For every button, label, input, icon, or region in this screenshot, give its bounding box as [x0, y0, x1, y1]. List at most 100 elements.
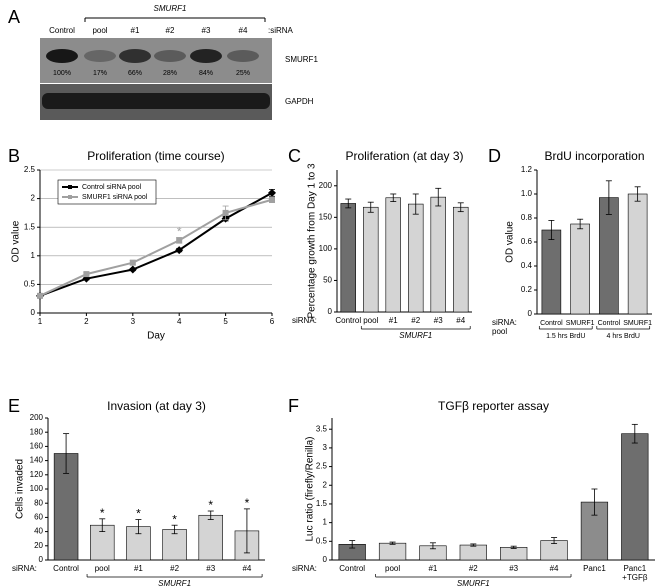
x-tick-label: #2 — [170, 564, 179, 573]
y-tick-label: 180 — [30, 427, 44, 436]
group-label: SMURF1 — [154, 4, 187, 13]
y-tick-label: 1 — [323, 518, 328, 527]
band — [84, 50, 116, 62]
percent-label: 100% — [53, 70, 71, 77]
x-tick-label: 6 — [270, 317, 275, 326]
lane-label: pool — [92, 26, 107, 35]
axis-prefix: siRNA: — [12, 564, 37, 573]
y-tick-label: 0 — [528, 309, 533, 318]
y-tick-label: 20 — [34, 541, 43, 550]
bar — [385, 197, 401, 313]
bar — [453, 206, 469, 313]
x-tick-label: #3 — [509, 564, 518, 573]
y-tick-label: 0.5 — [316, 536, 328, 545]
panel-letter: E — [8, 396, 20, 416]
chart-title: TGFβ reporter assay — [438, 399, 549, 413]
y-tick-label: 0 — [39, 555, 44, 564]
lane-label: Control — [49, 26, 75, 35]
panel-letter: B — [8, 146, 20, 166]
group-label: SMURF1 — [158, 579, 191, 586]
x-tick-label: 1 — [38, 317, 43, 326]
y-axis-label: OD value — [11, 220, 22, 262]
x-tick-label: Control — [598, 320, 621, 327]
y-tick-label: 0 — [31, 308, 36, 317]
y-tick-label: 200 — [319, 181, 333, 190]
y-tick-label: 2.5 — [316, 462, 328, 471]
y-tick-label: 100 — [30, 484, 44, 493]
significance-mark: * — [245, 496, 250, 510]
bar — [570, 223, 590, 315]
x-tick-label: Control — [339, 564, 365, 573]
y-tick-label: 0.5 — [24, 280, 36, 289]
x-tick-label: #1 — [134, 564, 143, 573]
y-axis-label: Luc ratio (firefly/Renilla) — [305, 436, 316, 541]
y-tick-label: 1 — [31, 251, 36, 260]
x-tick-label: pool — [95, 564, 110, 573]
y-tick-label: 120 — [30, 470, 44, 479]
y-tick-label: 40 — [34, 527, 43, 536]
y-tick-label: 140 — [30, 456, 44, 465]
y-tick-label: 1.5 — [24, 222, 36, 231]
x-tick-label: #2 — [469, 564, 478, 573]
bar — [541, 229, 562, 315]
x-tick-label: #4 — [242, 564, 251, 573]
x-tick-label: 2 — [84, 317, 89, 326]
y-tick-label: 160 — [30, 442, 44, 451]
marker — [37, 292, 43, 299]
y-tick-label: 0.4 — [521, 261, 533, 270]
bar — [500, 546, 528, 561]
blot-panel: A SMURF1 Control pool #1 #2 #3 #4 :siRNA… — [8, 4, 318, 120]
bar — [621, 433, 649, 561]
x-tick-label: Control — [53, 564, 79, 573]
y-tick-label: 3.5 — [316, 424, 328, 433]
y-tick-label: 100 — [319, 244, 333, 253]
y-tick-label: 50 — [323, 276, 332, 285]
band — [119, 49, 151, 63]
marker — [222, 209, 229, 216]
x-tick-label: pool — [385, 564, 400, 573]
y-tick-label: 0.6 — [521, 237, 533, 246]
group-label: SMURF1 — [457, 579, 490, 586]
y-tick-label: 60 — [34, 513, 43, 522]
bar — [430, 196, 446, 313]
chart-title: Invasion (at day 3) — [107, 399, 206, 413]
y-tick-label: 3 — [323, 443, 328, 452]
bar — [627, 193, 648, 315]
x-tick-label: #1 — [428, 564, 437, 573]
x-tick-label: 3 — [131, 317, 136, 326]
y-tick-label: 1.2 — [521, 165, 533, 174]
y-axis-label: Cells invaded — [15, 459, 26, 519]
x-tick-label: 4 — [177, 317, 182, 326]
marker — [128, 265, 137, 274]
significance-mark: * — [136, 507, 141, 521]
line — [39, 198, 273, 297]
y-axis-label: Percentage growth from Day 1 to 3 — [307, 163, 318, 319]
marker — [268, 188, 276, 197]
panel-letter: C — [288, 146, 301, 166]
legend-swatch — [68, 195, 72, 199]
lane-label: #1 — [131, 26, 140, 35]
x-tick-label: SMURF1 — [566, 320, 595, 327]
panel-letter: D — [488, 146, 501, 166]
x-tick-label: Panc1 — [583, 564, 606, 573]
percent-label: 28% — [163, 70, 177, 77]
y-tick-label: 2 — [31, 194, 36, 203]
x-tick-label: 5 — [223, 317, 228, 326]
group-label: SMURF1 — [399, 331, 432, 340]
y-tick-label: 1.5 — [316, 499, 328, 508]
chart-title: Proliferation (time course) — [87, 149, 224, 163]
legend-label: SMURF1 siRNA pool — [82, 194, 148, 201]
band — [154, 50, 186, 62]
x-tick-label: #3 — [434, 316, 443, 325]
bar — [408, 203, 424, 313]
panel-letter: A — [8, 7, 20, 27]
significance-mark: * — [177, 225, 182, 239]
marker — [269, 196, 275, 203]
y-tick-label: 80 — [34, 498, 43, 507]
line — [39, 192, 273, 297]
group-label: 4 hrs BrdU — [607, 333, 640, 340]
bar — [378, 542, 407, 561]
x-tick-label: Panc1 +TGFβ — [622, 564, 648, 582]
marker — [129, 259, 136, 266]
